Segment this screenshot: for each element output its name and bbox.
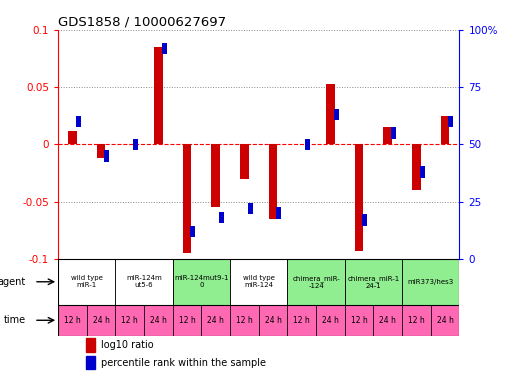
Text: 24 h: 24 h (92, 316, 109, 325)
Text: miR-124m
ut5-6: miR-124m ut5-6 (126, 275, 162, 288)
Text: chimera_miR-1
24-1: chimera_miR-1 24-1 (347, 275, 400, 289)
Bar (355, 144, 363, 251)
Bar (97, 144, 106, 158)
Bar (402, 304, 431, 336)
Text: 12 h: 12 h (121, 316, 138, 325)
Text: miR373/hes3: miR373/hes3 (408, 279, 454, 285)
Bar (173, 304, 201, 336)
Text: 24 h: 24 h (208, 316, 224, 325)
Bar (248, 203, 253, 214)
Bar (345, 304, 373, 336)
Bar (345, 259, 402, 305)
Text: wild type
miR-1: wild type miR-1 (71, 275, 102, 288)
Bar (431, 304, 459, 336)
Bar (86, 338, 95, 352)
Text: log10 ratio: log10 ratio (101, 340, 154, 350)
Text: wild type
miR-124: wild type miR-124 (243, 275, 275, 288)
Bar (116, 304, 144, 336)
Text: 24 h: 24 h (265, 316, 281, 325)
Bar (86, 356, 95, 369)
Bar (383, 127, 392, 144)
Bar (211, 144, 220, 207)
Bar (219, 212, 224, 223)
Bar (412, 144, 421, 190)
Bar (144, 304, 173, 336)
Text: 12 h: 12 h (178, 316, 195, 325)
Text: 12 h: 12 h (236, 316, 253, 325)
Bar (287, 259, 345, 305)
Bar (173, 259, 230, 305)
Bar (316, 304, 345, 336)
Text: 12 h: 12 h (294, 316, 310, 325)
Bar (183, 144, 191, 253)
Bar (305, 139, 310, 150)
Bar (116, 259, 173, 305)
Bar (154, 47, 163, 144)
Text: 24 h: 24 h (322, 316, 339, 325)
Bar (402, 259, 459, 305)
Bar (190, 226, 195, 237)
Bar (58, 304, 87, 336)
Bar (201, 304, 230, 336)
Bar (269, 144, 277, 219)
Bar (58, 259, 116, 305)
Bar (133, 139, 138, 150)
Text: 24 h: 24 h (379, 316, 396, 325)
Text: agent: agent (0, 277, 26, 287)
Bar (230, 259, 287, 305)
Bar (334, 109, 338, 120)
Bar (259, 304, 287, 336)
Bar (362, 214, 367, 226)
Bar (448, 116, 454, 127)
Bar (420, 166, 425, 178)
Text: chimera_miR-
-124: chimera_miR- -124 (292, 275, 340, 289)
Bar (391, 127, 396, 139)
Bar (441, 116, 449, 144)
Text: time: time (4, 315, 26, 325)
Text: miR-124mut9-1
0: miR-124mut9-1 0 (174, 275, 229, 288)
Bar (162, 43, 167, 54)
Bar (104, 150, 109, 162)
Text: percentile rank within the sample: percentile rank within the sample (101, 358, 266, 368)
Bar (373, 304, 402, 336)
Bar (287, 304, 316, 336)
Text: GDS1858 / 10000627697: GDS1858 / 10000627697 (58, 16, 226, 29)
Text: 24 h: 24 h (437, 316, 454, 325)
Bar (240, 144, 249, 179)
Bar (230, 304, 259, 336)
Text: 12 h: 12 h (351, 316, 367, 325)
Text: 24 h: 24 h (150, 316, 167, 325)
Bar (326, 84, 335, 144)
Bar (276, 207, 281, 219)
Bar (87, 304, 116, 336)
Text: 12 h: 12 h (408, 316, 425, 325)
Text: 12 h: 12 h (64, 316, 81, 325)
Bar (68, 131, 77, 144)
Bar (76, 116, 81, 127)
